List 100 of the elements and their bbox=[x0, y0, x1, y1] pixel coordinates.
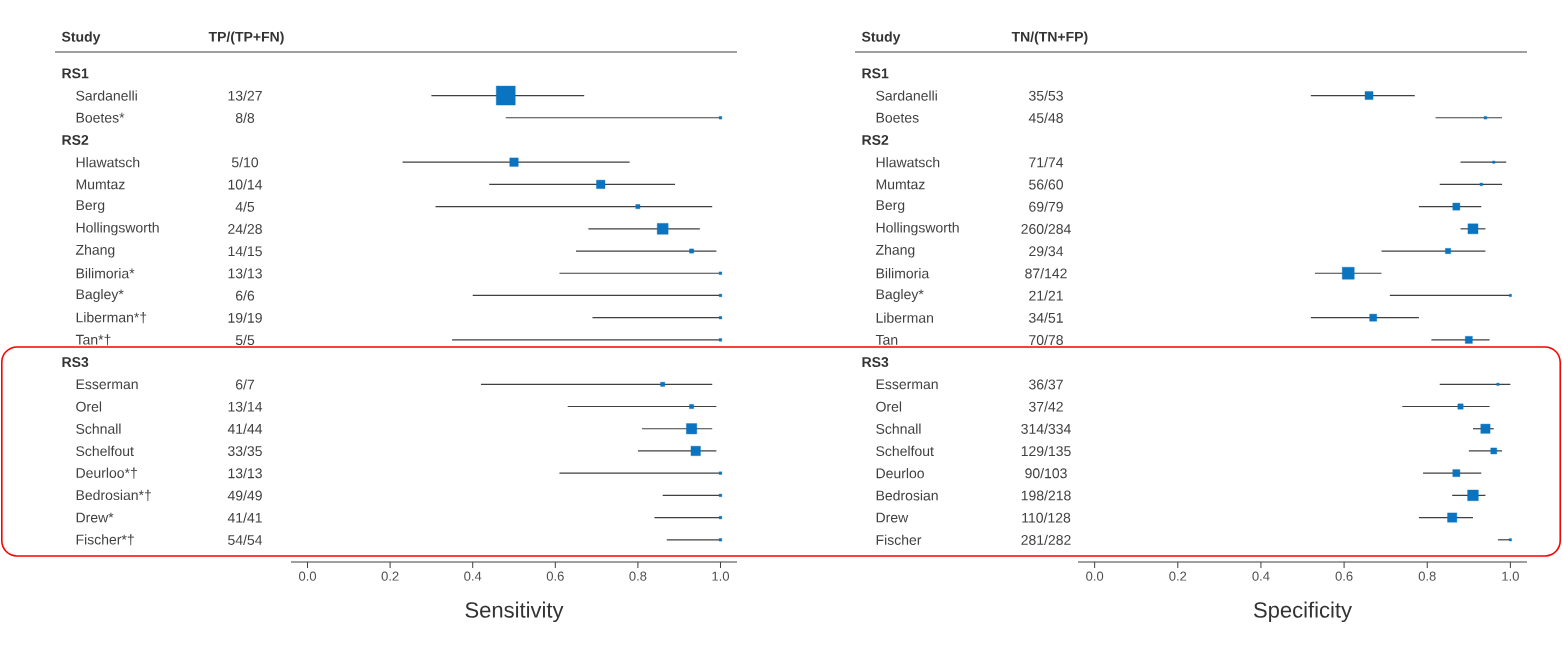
category-label: Tan bbox=[875, 335, 898, 345]
category-label: RS2 bbox=[62, 135, 89, 145]
category-label: RS1 bbox=[862, 68, 889, 79]
data-label: 87/142 bbox=[1025, 268, 1067, 279]
data-label: 110/128 bbox=[1022, 512, 1071, 523]
category-label: Sardanelli bbox=[876, 90, 937, 101]
category-label: Mumtaz bbox=[76, 179, 125, 190]
category-label: Bedrosian*† bbox=[76, 489, 151, 501]
category-label: RS3 bbox=[62, 357, 89, 368]
data-label: 49/49 bbox=[227, 490, 262, 501]
data-label: 13/13 bbox=[228, 268, 262, 279]
data-label: 129/135 bbox=[1021, 445, 1071, 457]
data-label: 33/35 bbox=[228, 445, 262, 457]
data-label: 24/28 bbox=[228, 223, 262, 234]
data-label: 19/19 bbox=[228, 312, 262, 323]
data-label: 41/41 bbox=[227, 512, 262, 523]
data-label: 198/218 bbox=[1021, 490, 1071, 501]
data-label: 281/282 bbox=[1021, 534, 1071, 545]
category-label: Liberman*† bbox=[76, 312, 147, 324]
category-label: Orel bbox=[876, 401, 902, 412]
category-label: Fischer*† bbox=[76, 534, 134, 546]
category-label: Sardanelli bbox=[76, 90, 137, 101]
category-label: Zhang bbox=[75, 244, 115, 258]
category-label: Esserman bbox=[76, 379, 138, 390]
category-label: RS1 bbox=[62, 68, 89, 79]
category-label: Bilimoria* bbox=[76, 268, 135, 279]
category-label: Schnall bbox=[76, 423, 121, 434]
category-label: Hollingsworth bbox=[76, 222, 159, 236]
category-label: Zhang bbox=[875, 244, 915, 258]
data-label: 54/54 bbox=[228, 534, 263, 545]
data-label: 90/103 bbox=[1025, 468, 1067, 479]
data-label: 13/13 bbox=[228, 468, 262, 479]
x-tick-label: 0.2 bbox=[381, 571, 399, 581]
x-tick-label: 0.6 bbox=[1335, 571, 1353, 581]
data-label: 41/44 bbox=[227, 423, 263, 434]
data-label: 34/51 bbox=[1029, 312, 1063, 323]
data-label: 8/8 bbox=[235, 112, 255, 123]
x-tick-label: 1.0 bbox=[1502, 571, 1519, 581]
category-label: Schelfout bbox=[76, 445, 134, 457]
y-axis-title: Study bbox=[61, 31, 101, 45]
x-tick-label: 1.0 bbox=[712, 571, 730, 581]
data-label: 6/7 bbox=[235, 379, 255, 390]
category-label: Schnall bbox=[876, 423, 921, 434]
category-label: Mumtaz bbox=[876, 179, 925, 190]
x-axis-title: Specificity bbox=[1254, 601, 1352, 623]
data-label: 56/60 bbox=[1029, 179, 1063, 190]
x-tick-label: 0.0 bbox=[1086, 571, 1104, 581]
data-label: 69/79 bbox=[1029, 201, 1063, 212]
category-label: Hollingsworth bbox=[876, 222, 959, 236]
data-label: 37/42 bbox=[1029, 401, 1063, 412]
x-tick-label: 0.4 bbox=[1252, 571, 1270, 581]
data-label: 260/284 bbox=[1021, 223, 1071, 234]
category-label: RS3 bbox=[862, 357, 889, 368]
category-label: Hlawatsch bbox=[76, 157, 140, 168]
x-tick-label: 0.4 bbox=[464, 571, 482, 581]
x-tick-label: 0.0 bbox=[298, 571, 317, 581]
category-label: Bilimoria bbox=[876, 268, 930, 279]
category-label: Liberman bbox=[876, 312, 933, 323]
category-label: Tan*† bbox=[75, 334, 111, 346]
data-label: 6/6 bbox=[235, 290, 255, 301]
data-label: 36/37 bbox=[1029, 379, 1063, 390]
category-label: Boetes bbox=[876, 112, 919, 123]
text: TN/(TN+FP) bbox=[1011, 31, 1088, 45]
category-label: Deurloo*† bbox=[76, 467, 137, 479]
category-label: Hlawatsch bbox=[876, 157, 940, 168]
category-label: Bagley* bbox=[76, 288, 124, 302]
data-label: 21/21 bbox=[1029, 290, 1063, 301]
category-label: Drew bbox=[876, 512, 909, 523]
data-label: 314/334 bbox=[1021, 423, 1071, 434]
data-label: 4/5 bbox=[235, 201, 255, 212]
data-label: 13/27 bbox=[228, 90, 262, 101]
category-label: Esserman bbox=[876, 379, 938, 390]
x-tick-label: 0.8 bbox=[1418, 571, 1436, 581]
data-label: 14/15 bbox=[228, 245, 262, 257]
x-tick-label: 0.8 bbox=[629, 571, 647, 581]
category-label: RS2 bbox=[862, 135, 889, 145]
category-label: Berg bbox=[876, 200, 905, 213]
text: TP/(TP+FN) bbox=[208, 31, 284, 45]
y-axis-title: Study bbox=[861, 31, 901, 45]
data-label: 5/10 bbox=[231, 157, 259, 168]
category-label: Bedrosian bbox=[876, 490, 938, 501]
category-label: Orel bbox=[76, 401, 102, 412]
category-label: Schelfout bbox=[876, 445, 934, 457]
category-label: Berg bbox=[76, 200, 105, 213]
data-label: 45/48 bbox=[1028, 112, 1063, 123]
data-label: 5/5 bbox=[235, 334, 255, 346]
category-label: Fischer bbox=[876, 534, 922, 545]
data-label: 13/14 bbox=[228, 401, 263, 412]
x-tick-label: 0.6 bbox=[546, 571, 564, 581]
data-label: 35/53 bbox=[1029, 90, 1063, 101]
x-tick-label: 0.2 bbox=[1169, 571, 1187, 581]
category-label: Bagley* bbox=[876, 288, 924, 302]
category-label: Deurloo bbox=[876, 468, 924, 479]
data-label: 29/34 bbox=[1029, 245, 1064, 257]
category-label: Drew* bbox=[76, 512, 114, 523]
data-label: 70/78 bbox=[1029, 334, 1063, 346]
data-label: 10/14 bbox=[228, 179, 263, 190]
x-axis-title: Sensitivity bbox=[465, 601, 564, 623]
data-label: 71/74 bbox=[1029, 157, 1064, 168]
category-label: Boetes* bbox=[76, 112, 125, 123]
